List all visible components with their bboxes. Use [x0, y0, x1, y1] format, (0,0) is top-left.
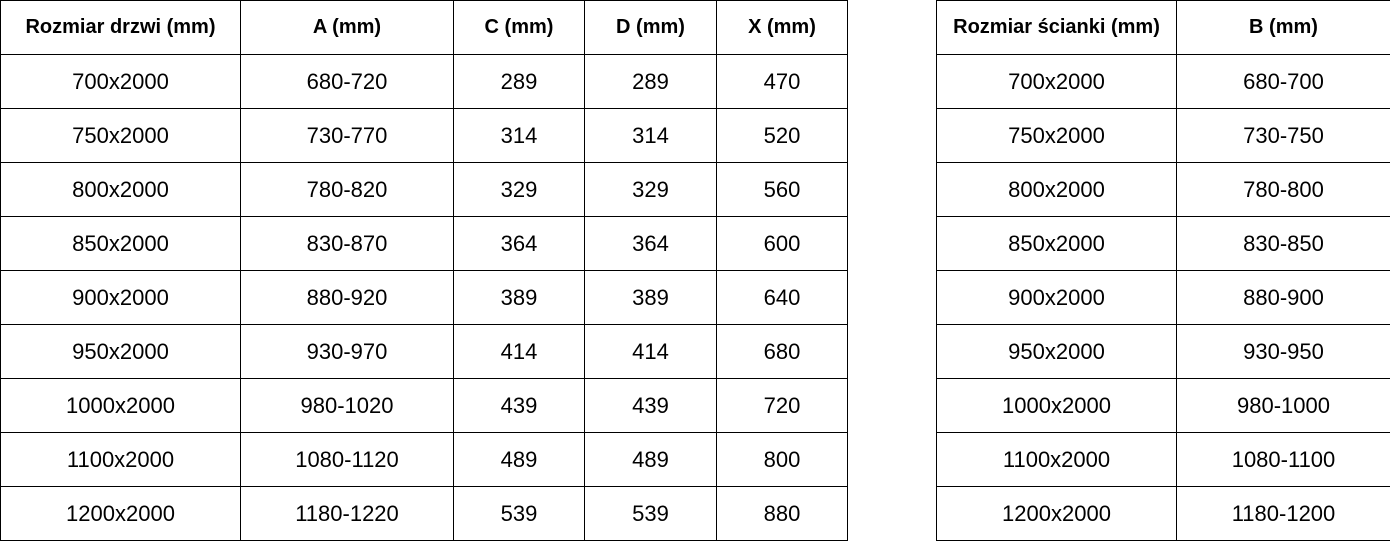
column-header: Rozmiar ścianki (mm): [936, 0, 1177, 55]
door-size-table: Rozmiar drzwi (mm) A (mm) C (mm) D (mm) X (m…: [0, 0, 848, 541]
table-cell: 780-820: [240, 162, 454, 217]
table-cell: 750x2000: [936, 108, 1177, 163]
table-cell: 1080-1120: [240, 432, 454, 487]
table-cell: 600: [716, 216, 848, 271]
table-cell: 489: [584, 432, 717, 487]
table-row: 950x2000 930-950: [936, 324, 1390, 379]
table-cell: 389: [584, 270, 717, 325]
column-header: Rozmiar drzwi (mm): [0, 0, 241, 55]
door-table-header: Rozmiar drzwi (mm) A (mm) C (mm) D (mm) X (m…: [0, 0, 848, 55]
table-row: 800x2000 780-820 329 329 560: [0, 162, 848, 217]
table-row: 850x2000 830-870 364 364 600: [0, 216, 848, 271]
table-cell: 1080-1100: [1176, 432, 1390, 487]
table-cell: 364: [453, 216, 585, 271]
table-cell: 1100x2000: [0, 432, 241, 487]
table-cell: 414: [453, 324, 585, 379]
table-cell: 980-1000: [1176, 378, 1390, 433]
table-cell: 950x2000: [936, 324, 1177, 379]
table-cell: 850x2000: [0, 216, 241, 271]
table-cell: 539: [584, 486, 717, 541]
table-cell: 680-700: [1176, 54, 1390, 109]
table-row: 700x2000 680-720 289 289 470: [0, 54, 848, 109]
wall-table-body: 700x2000 680-700 750x2000 730-750 800x2000 78…: [936, 54, 1390, 541]
table-cell: 900x2000: [936, 270, 1177, 325]
table-cell: 700x2000: [936, 54, 1177, 109]
header-row: Rozmiar drzwi (mm) A (mm) C (mm) D (mm) X (m…: [0, 0, 848, 55]
table-cell: 1100x2000: [936, 432, 1177, 487]
table-cell: 730-770: [240, 108, 454, 163]
table-cell: 389: [453, 270, 585, 325]
table-cell: 289: [584, 54, 717, 109]
table-cell: 289: [453, 54, 585, 109]
table-row: 800x2000 780-800: [936, 162, 1390, 217]
table-cell: 880-900: [1176, 270, 1390, 325]
table-cell: 850x2000: [936, 216, 1177, 271]
table-row: 1000x2000 980-1020 439 439 720: [0, 378, 848, 433]
table-cell: 800: [716, 432, 848, 487]
table-cell: 1200x2000: [936, 486, 1177, 541]
table-cell: 980-1020: [240, 378, 454, 433]
table-cell: 830-850: [1176, 216, 1390, 271]
table-cell: 329: [453, 162, 585, 217]
table-row: 1100x2000 1080-1100: [936, 432, 1390, 487]
column-header: C (mm): [453, 0, 585, 55]
header-row: Rozmiar ścianki (mm) B (mm): [936, 0, 1390, 55]
column-header: D (mm): [584, 0, 717, 55]
wall-size-table: Rozmiar ścianki (mm) B (mm) 700x2000 680-7…: [936, 0, 1390, 541]
table-cell: 364: [584, 216, 717, 271]
table-row: 750x2000 730-770 314 314 520: [0, 108, 848, 163]
table-cell: 800x2000: [936, 162, 1177, 217]
table-row: 750x2000 730-750: [936, 108, 1390, 163]
table-cell: 880: [716, 486, 848, 541]
table-cell: 1200x2000: [0, 486, 241, 541]
door-table-body: 700x2000 680-720 289 289 470 750x2000 730-770 3…: [0, 54, 848, 541]
table-cell: 780-800: [1176, 162, 1390, 217]
wall-table-header: Rozmiar ścianki (mm) B (mm): [936, 0, 1390, 55]
table-cell: 930-950: [1176, 324, 1390, 379]
table-cell: 880-920: [240, 270, 454, 325]
table-cell: 900x2000: [0, 270, 241, 325]
table-cell: 830-870: [240, 216, 454, 271]
table-row: 950x2000 930-970 414 414 680: [0, 324, 848, 379]
table-cell: 640: [716, 270, 848, 325]
table-cell: 680-720: [240, 54, 454, 109]
column-header: X (mm): [716, 0, 848, 55]
table-cell: 314: [453, 108, 585, 163]
table-cell: 700x2000: [0, 54, 241, 109]
table-cell: 439: [453, 378, 585, 433]
table-cell: 680: [716, 324, 848, 379]
table-row: 700x2000 680-700: [936, 54, 1390, 109]
table-cell: 470: [716, 54, 848, 109]
table-row: 1200x2000 1180-1220 539 539 880: [0, 486, 848, 541]
table-cell: 720: [716, 378, 848, 433]
table-cell: 1180-1220: [240, 486, 454, 541]
table-cell: 414: [584, 324, 717, 379]
table-row: 1000x2000 980-1000: [936, 378, 1390, 433]
table-row: 1200x2000 1180-1200: [936, 486, 1390, 541]
table-cell: 560: [716, 162, 848, 217]
table-cell: 1000x2000: [936, 378, 1177, 433]
table-cell: 800x2000: [0, 162, 241, 217]
table-cell: 950x2000: [0, 324, 241, 379]
table-cell: 489: [453, 432, 585, 487]
table-cell: 539: [453, 486, 585, 541]
table-cell: 439: [584, 378, 717, 433]
table-cell: 314: [584, 108, 717, 163]
table-cell: 930-970: [240, 324, 454, 379]
table-cell: 329: [584, 162, 717, 217]
table-row: 1100x2000 1080-1120 489 489 800: [0, 432, 848, 487]
table-cell: 750x2000: [0, 108, 241, 163]
column-header: A (mm): [240, 0, 454, 55]
table-cell: 520: [716, 108, 848, 163]
table-row: 900x2000 880-900: [936, 270, 1390, 325]
table-cell: 1000x2000: [0, 378, 241, 433]
table-cell: 1180-1200: [1176, 486, 1390, 541]
column-header: B (mm): [1176, 0, 1390, 55]
table-row: 850x2000 830-850: [936, 216, 1390, 271]
table-row: 900x2000 880-920 389 389 640: [0, 270, 848, 325]
table-cell: 730-750: [1176, 108, 1390, 163]
